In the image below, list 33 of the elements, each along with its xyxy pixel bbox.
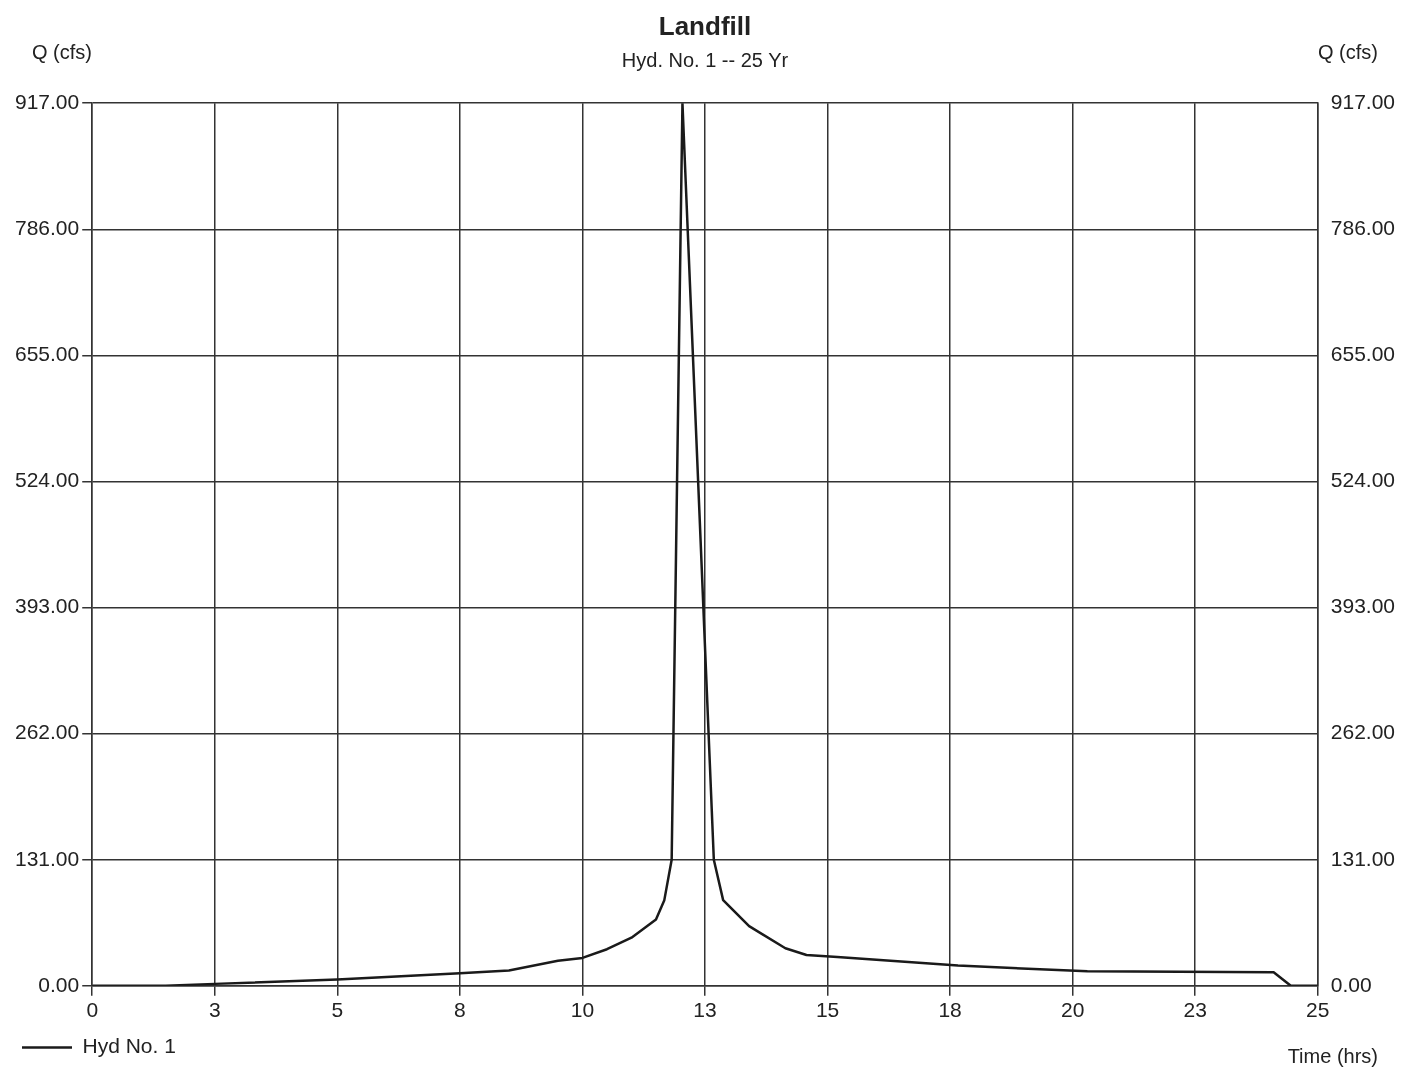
y-tick-label: 524.00	[15, 468, 80, 492]
y2-tick-label: 786.00	[1330, 216, 1395, 240]
x-tick-label: 25	[1306, 998, 1330, 1022]
x-tick-label: 10	[570, 998, 595, 1022]
y-tick-label: 393.00	[15, 594, 80, 618]
x-axis-title: Time (hrs)	[1287, 1044, 1378, 1067]
legend-label: Hyd No. 1	[82, 1034, 176, 1058]
y2-tick-label: 655.00	[1330, 342, 1395, 366]
y-tick-label: 262.00	[15, 720, 80, 744]
y-tick-label: 655.00	[15, 342, 80, 366]
y2-tick-label: 0.00	[1330, 972, 1372, 996]
y2-axis-title: Q (cfs)	[1318, 40, 1378, 63]
x-tick-label: 23	[1183, 998, 1207, 1022]
x-tick-label: 0	[86, 998, 99, 1022]
chart-subtitle: Hyd. No. 1 -- 25 Yr	[621, 48, 789, 71]
x-tick-label: 13	[693, 998, 717, 1022]
x-tick-label: 15	[815, 998, 840, 1022]
chart-title: Landfill	[658, 10, 752, 41]
y2-tick-label: 524.00	[1330, 468, 1395, 492]
y2-tick-label: 131.00	[1330, 846, 1395, 870]
x-tick-label: 8	[454, 998, 466, 1022]
x-tick-label: 3	[208, 998, 221, 1022]
x-tick-label: 20	[1060, 998, 1085, 1022]
y2-tick-label: 262.00	[1330, 720, 1395, 744]
y-axis-title: Q (cfs)	[32, 40, 92, 63]
y-tick-label: 0.00	[38, 972, 80, 996]
y2-tick-label: 393.00	[1330, 594, 1395, 618]
x-tick-label: 18	[938, 998, 962, 1022]
y-tick-label: 917.00	[15, 90, 80, 113]
y-tick-label: 131.00	[15, 846, 80, 870]
y-tick-label: 786.00	[15, 216, 80, 240]
y2-tick-label: 917.00	[1330, 90, 1395, 113]
x-tick-label: 5	[331, 998, 344, 1022]
